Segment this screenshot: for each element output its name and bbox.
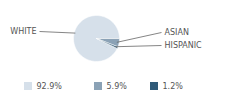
svg-text:1.2%: 1.2% — [163, 82, 184, 91]
svg-text:HISPANIC: HISPANIC — [165, 41, 203, 50]
svg-text:ASIAN: ASIAN — [165, 28, 189, 37]
svg-text:92.9%: 92.9% — [37, 82, 63, 91]
svg-text:WHITE: WHITE — [10, 27, 36, 36]
svg-text:5.9%: 5.9% — [107, 82, 128, 91]
